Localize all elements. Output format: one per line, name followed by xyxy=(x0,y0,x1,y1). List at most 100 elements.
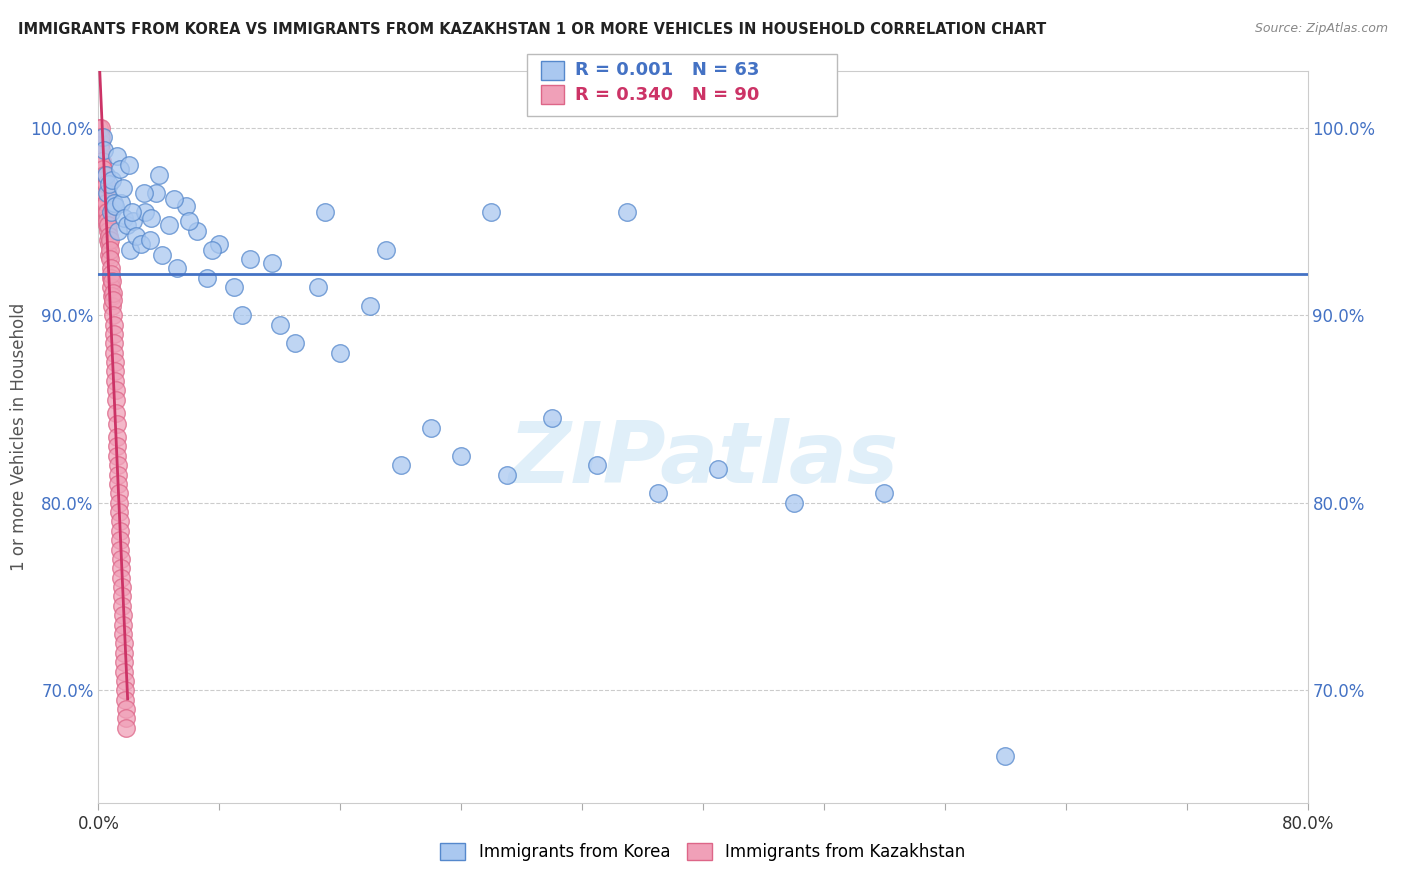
Point xyxy=(269,318,291,332)
Point xyxy=(132,186,155,201)
Point xyxy=(647,486,669,500)
Point xyxy=(103,195,125,210)
Point xyxy=(96,211,118,225)
Point xyxy=(96,214,118,228)
Point xyxy=(89,149,111,163)
Point xyxy=(224,280,246,294)
Point xyxy=(195,270,218,285)
Point xyxy=(707,462,730,476)
Point xyxy=(97,224,120,238)
Text: R = 0.001   N = 63: R = 0.001 N = 63 xyxy=(575,62,759,79)
Point xyxy=(107,224,129,238)
Point xyxy=(111,180,134,194)
Point xyxy=(115,218,138,232)
Point xyxy=(389,458,412,473)
Point xyxy=(112,665,135,679)
Point xyxy=(94,192,117,206)
Point xyxy=(105,417,128,431)
Point xyxy=(111,580,134,594)
Point xyxy=(104,383,127,397)
Point xyxy=(110,542,132,557)
Point xyxy=(89,130,111,145)
Point xyxy=(114,683,136,698)
Point xyxy=(98,252,121,266)
Point xyxy=(110,195,132,210)
Point xyxy=(114,692,136,706)
Point xyxy=(201,243,224,257)
Point xyxy=(97,229,120,244)
Point xyxy=(111,590,134,604)
Point xyxy=(89,120,111,135)
Point xyxy=(97,233,120,247)
Point xyxy=(111,599,134,613)
Point xyxy=(104,199,127,213)
Point xyxy=(108,496,131,510)
Point xyxy=(110,571,132,585)
Point xyxy=(115,721,138,735)
Legend: Immigrants from Korea, Immigrants from Kazakhstan: Immigrants from Korea, Immigrants from K… xyxy=(434,836,972,868)
Point xyxy=(105,430,128,444)
Point xyxy=(96,205,118,219)
Point xyxy=(94,177,117,191)
Point xyxy=(100,267,122,281)
Point xyxy=(112,627,135,641)
Point xyxy=(186,224,208,238)
Point xyxy=(98,177,121,191)
Point xyxy=(360,299,382,313)
Point xyxy=(134,205,156,219)
Point xyxy=(114,673,136,688)
Point xyxy=(122,214,145,228)
Point xyxy=(89,139,111,153)
Point xyxy=(96,218,118,232)
Point xyxy=(107,458,129,473)
Point xyxy=(540,411,562,425)
Point xyxy=(163,192,186,206)
Point xyxy=(101,173,124,187)
Y-axis label: 1 or more Vehicles in Household: 1 or more Vehicles in Household xyxy=(10,303,28,571)
Point xyxy=(103,326,125,341)
Point xyxy=(91,173,114,187)
Point xyxy=(114,702,136,716)
Point xyxy=(111,608,134,623)
Point xyxy=(495,467,517,482)
Point xyxy=(110,552,132,566)
Point xyxy=(90,158,112,172)
Point xyxy=(108,533,131,548)
Point xyxy=(873,486,896,500)
Point xyxy=(90,120,112,135)
Point xyxy=(94,168,117,182)
Text: ZIPatlas: ZIPatlas xyxy=(508,417,898,500)
Point xyxy=(148,168,170,182)
Point xyxy=(231,308,253,322)
Point xyxy=(284,336,307,351)
Point xyxy=(103,308,125,322)
Point xyxy=(108,524,131,538)
Point xyxy=(314,205,336,219)
Point xyxy=(783,496,806,510)
Point xyxy=(139,233,162,247)
Point xyxy=(105,149,128,163)
Point xyxy=(91,154,114,169)
Point xyxy=(374,243,396,257)
Point xyxy=(100,270,122,285)
Point xyxy=(96,186,118,201)
Point xyxy=(98,236,121,251)
Point xyxy=(104,374,127,388)
Text: Source: ZipAtlas.com: Source: ZipAtlas.com xyxy=(1254,22,1388,36)
Point xyxy=(91,130,114,145)
Point xyxy=(101,293,124,308)
Text: IMMIGRANTS FROM KOREA VS IMMIGRANTS FROM KAZAKHSTAN 1 OR MORE VEHICLES IN HOUSEH: IMMIGRANTS FROM KOREA VS IMMIGRANTS FROM… xyxy=(18,22,1046,37)
Point xyxy=(239,252,262,266)
Point xyxy=(112,655,135,669)
Point xyxy=(118,158,141,172)
Point xyxy=(91,168,114,182)
Point xyxy=(108,515,131,529)
Point xyxy=(91,161,114,176)
Point xyxy=(91,177,114,191)
Text: R = 0.340   N = 90: R = 0.340 N = 90 xyxy=(575,86,759,103)
Point xyxy=(101,289,124,303)
Point xyxy=(141,211,163,225)
Point xyxy=(104,392,127,407)
Point xyxy=(166,261,188,276)
Point xyxy=(94,205,117,219)
